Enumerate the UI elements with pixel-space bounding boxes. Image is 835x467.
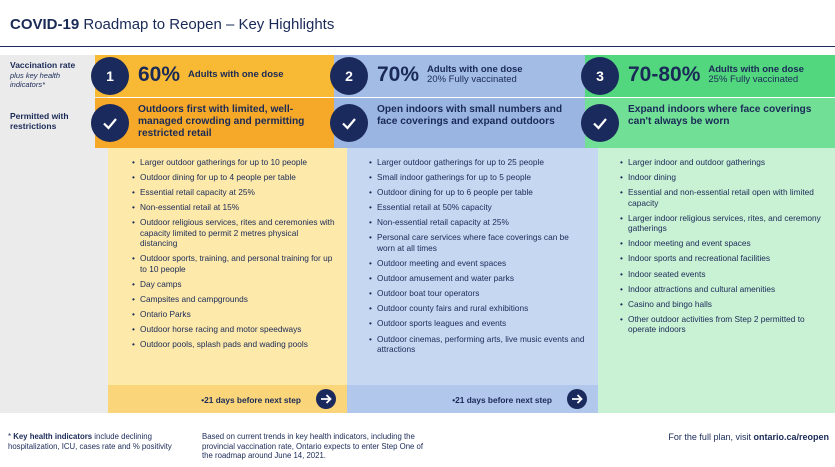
check-icon [342, 118, 356, 130]
list-item: Outdoor religious services, rites and ce… [132, 217, 337, 249]
list-item: Non-essential retail capacity at 25% [369, 217, 588, 228]
check-circle [581, 104, 619, 142]
list-item: Other outdoor activities from Step 2 per… [620, 314, 825, 335]
check-circle [330, 104, 368, 142]
step-number: 1 [91, 57, 129, 95]
list-item: Essential retail capacity at 25% [132, 187, 337, 198]
headline: Open indoors with small numbers and face… [377, 104, 563, 127]
rate-note: 20% Fully vaccinated [427, 74, 517, 85]
row-note: plus key health indicators* [10, 71, 61, 89]
item-list: Larger indoor and outdoor gatherings Indo… [598, 157, 825, 339]
list-item: Casino and bingo halls [620, 299, 825, 310]
rate-band [585, 55, 835, 97]
list-item: Outdoor boat tour operators [369, 288, 588, 299]
list-item: Larger indoor and outdoor gatherings [620, 157, 825, 168]
rate: 70-80% Adults with one dose 25% Fully vacc… [628, 60, 804, 90]
rate-text: Adults with one dose 20% Fully vaccinated [427, 63, 523, 86]
title: COVID-19 Roadmap to Reopen – Key Highlig… [10, 16, 334, 33]
list-item: Outdoor meeting and event spaces [369, 258, 588, 269]
list-item: Indoor sports and recreational facilitie… [620, 253, 825, 264]
item-list: Larger outdoor gatherings for up to 25 p… [347, 157, 588, 359]
step-number: 2 [330, 57, 368, 95]
rate-text: Adults with one dose 25% Fully vaccinated [708, 63, 804, 86]
footnote: * Key health indicators include declinin… [8, 432, 193, 451]
label-column [0, 55, 108, 413]
permit-band [585, 98, 835, 148]
list-item: Day camps [132, 279, 337, 290]
next-arrow [316, 389, 336, 409]
plan-url[interactable]: ontario.ca/reopen [753, 432, 829, 442]
list-item: Indoor attractions and cultural amenitie… [620, 284, 825, 295]
rate: 70% Adults with one dose 20% Fully vaccina… [377, 60, 523, 90]
check-icon [593, 118, 607, 130]
list-item: Essential retail at 50% capacity [369, 202, 588, 213]
next-text: •21 days before next step [452, 395, 552, 405]
arrow-icon [321, 394, 332, 404]
item-list: Larger outdoor gatherings for up to 10 p… [108, 157, 337, 355]
footnote-mark: * [8, 432, 12, 441]
list-item: Outdoor pools, splash pads and wading po… [132, 339, 337, 350]
rate-value: 70-80% [628, 63, 701, 86]
basis-note: Based on current trends in key health in… [202, 432, 424, 460]
next-bar [108, 385, 347, 413]
rate: 60% Adults with one dose [138, 60, 284, 90]
list-item: Outdoor county fairs and rural exhibitio… [369, 303, 588, 314]
rate-value: 60% [138, 63, 181, 86]
rate-text: Adults with one dose [188, 68, 284, 81]
permit-band [334, 98, 585, 148]
list-item: Indoor seated events [620, 269, 825, 280]
row-label: Permitted with restrictions [10, 111, 69, 131]
rate-band [334, 55, 585, 97]
rate-label: Adults with one dose [708, 63, 804, 75]
list-item: Outdoor dining for up to 6 people per ta… [369, 187, 588, 198]
list-item: Small indoor gatherings for up to 5 peop… [369, 172, 588, 183]
list-item: Ontario Parks [132, 309, 337, 320]
list-item: Outdoor amusement and water parks [369, 273, 588, 284]
title-rest: Roadmap to Reopen – Key Highlights [83, 16, 335, 33]
row-label: Vaccination rate [10, 60, 76, 70]
rate-note: 25% Fully vaccinated [708, 74, 799, 85]
list-item: Outdoor sports leagues and events [369, 318, 588, 329]
list-item: Outdoor cinemas, performing arts, live m… [369, 334, 588, 355]
plan-link: For the full plan, visit ontario.ca/reop… [668, 432, 829, 442]
list-item: Outdoor horse racing and motor speedways [132, 324, 337, 335]
list-item: Larger outdoor gatherings for up to 10 p… [132, 157, 337, 168]
next-bar [347, 385, 598, 413]
list-item: Personal care services where face coveri… [369, 232, 588, 253]
headline: Outdoors first with limited, well-manage… [138, 104, 305, 139]
rate-band [95, 55, 334, 97]
next-arrow [567, 389, 587, 409]
footnote-term: Key health indicators [13, 432, 93, 441]
list-item: Indoor dining [620, 172, 825, 183]
list-item: Non-essential retail at 15% [132, 202, 337, 213]
list-item: Outdoor sports, training, and personal t… [132, 253, 337, 274]
check-circle [91, 104, 129, 142]
rate-label: Adults with one dose [427, 63, 523, 75]
list-item: Indoor meeting and event spaces [620, 238, 825, 249]
headline: Expand indoors where face coverings can'… [628, 104, 812, 127]
list-item: Larger outdoor gatherings for up to 25 p… [369, 157, 588, 168]
title-bold: COVID-19 [10, 16, 80, 33]
list-item: Outdoor dining for up to 4 people per ta… [132, 172, 337, 183]
list-item: Larger indoor religious services, rites,… [620, 213, 825, 234]
next-text: •21 days before next step [201, 395, 301, 405]
footnote-text: include declining hospitalization, ICU, … [8, 432, 172, 451]
arrow-icon [572, 394, 583, 404]
rate-value: 70% [377, 63, 420, 86]
rate-label: Adults with one dose [188, 68, 284, 80]
list-item: Campsites and campgrounds [132, 294, 337, 305]
plan-text: For the full plan, visit [668, 432, 751, 442]
divider [0, 46, 835, 47]
list-item: Essential and non-essential retail open … [620, 187, 825, 208]
permit-band [95, 98, 334, 148]
check-icon [103, 118, 117, 130]
step-number: 3 [581, 57, 619, 95]
